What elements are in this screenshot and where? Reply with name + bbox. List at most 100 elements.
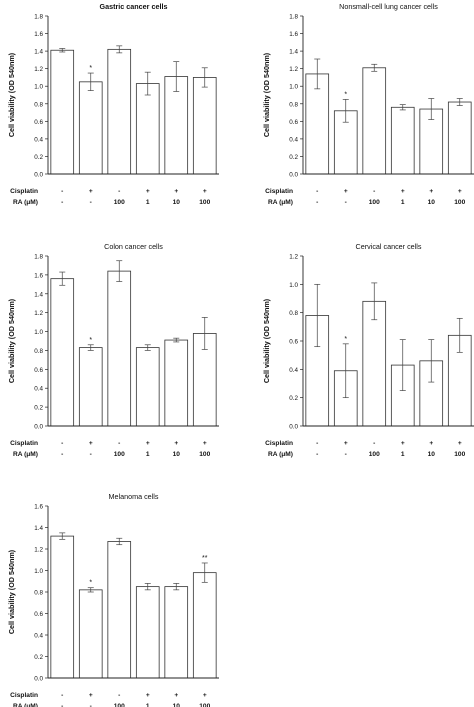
condition-value: 10 — [173, 703, 181, 707]
y-tick-label: 0.2 — [34, 405, 43, 412]
condition-value: 10 — [173, 451, 181, 458]
y-axis-label: Cell viability (OD 540nm) — [7, 52, 16, 137]
chart-title: Nonsmall-cell lung cancer cells — [339, 2, 438, 11]
y-tick-label: 0.6 — [34, 611, 43, 618]
y-tick-label: 1.2 — [34, 66, 43, 73]
bar — [135, 586, 160, 679]
condition-value: + — [458, 188, 462, 195]
chart-title: Gastric cancer cells — [100, 2, 168, 11]
condition-value: 1 — [146, 199, 150, 206]
condition-value: - — [316, 440, 318, 447]
condition-row-label: Cisplatin — [10, 440, 38, 447]
y-tick-label: 1.2 — [34, 547, 43, 554]
condition-value: + — [203, 188, 207, 195]
chart-panel-5: Melanoma cells Cell viability (OD 540nm) 0… — [7, 492, 219, 707]
condition-row-label: RA (μM) — [13, 451, 38, 458]
condition-value: - — [316, 199, 318, 206]
condition-value: 100 — [369, 199, 380, 206]
bar — [50, 535, 75, 679]
condition-value: + — [401, 188, 405, 195]
condition-row-label: RA (μM) — [268, 451, 293, 458]
condition-value: + — [89, 440, 93, 447]
condition-value: - — [118, 692, 120, 699]
condition-row-label: RA (μM) — [13, 199, 38, 206]
bar — [78, 347, 103, 427]
condition-value: 10 — [428, 451, 436, 458]
condition-value: 1 — [401, 451, 405, 458]
condition-value: 100 — [369, 451, 380, 458]
y-tick-label: 0.8 — [34, 348, 43, 355]
condition-value: 100 — [454, 199, 465, 206]
significance-marker: ** — [202, 555, 208, 562]
condition-value: + — [458, 440, 462, 447]
y-axis-label: Cell viability (OD 540nm) — [262, 298, 271, 383]
condition-value: - — [61, 188, 63, 195]
y-tick-label: 0.4 — [289, 136, 298, 143]
y-tick-label: 1.0 — [289, 282, 298, 289]
condition-value: - — [118, 440, 120, 447]
condition-value: 1 — [146, 451, 150, 458]
condition-value: - — [61, 440, 63, 447]
y-tick-label: 1.4 — [34, 525, 43, 532]
y-tick-label: 0.8 — [34, 590, 43, 597]
y-tick-label: 1.2 — [289, 66, 298, 73]
bar — [78, 81, 103, 175]
y-tick-label: 0.4 — [289, 367, 298, 374]
condition-value: + — [344, 188, 348, 195]
chart-title: Melanoma cells — [109, 492, 159, 501]
bar — [135, 83, 160, 175]
condition-value: + — [89, 188, 93, 195]
condition-value: 100 — [199, 199, 210, 206]
y-tick-label: 1.2 — [34, 310, 43, 317]
bar — [390, 106, 415, 175]
y-tick-label: 1.0 — [34, 84, 43, 91]
condition-value: - — [90, 199, 92, 206]
y-tick-label: 0.6 — [34, 367, 43, 374]
condition-row-label: Cisplatin — [265, 440, 293, 447]
condition-value: + — [174, 692, 178, 699]
condition-row-label: RA (μM) — [268, 199, 293, 206]
y-tick-label: 1.0 — [289, 84, 298, 91]
condition-value: 100 — [114, 451, 125, 458]
condition-value: + — [401, 440, 405, 447]
condition-value: - — [316, 451, 318, 458]
condition-value: - — [61, 692, 63, 699]
y-axis-label: Cell viability (OD 540nm) — [7, 549, 16, 634]
y-tick-label: 0.8 — [289, 101, 298, 108]
condition-value: - — [90, 451, 92, 458]
condition-value: 1 — [146, 703, 150, 707]
y-tick-label: 0.0 — [34, 424, 43, 431]
y-tick-label: 1.6 — [289, 31, 298, 38]
condition-value: 100 — [114, 199, 125, 206]
y-tick-label: 0.0 — [34, 172, 43, 179]
y-tick-label: 0.0 — [289, 424, 298, 431]
bar — [107, 541, 132, 679]
y-tick-label: 0.4 — [34, 386, 43, 393]
condition-value: - — [61, 199, 63, 206]
chart-panel-3: Colon cancer cells Cell viability (OD 540… — [7, 242, 219, 458]
y-axis-label: Cell viability (OD 540nm) — [262, 52, 271, 137]
significance-marker: * — [344, 91, 347, 98]
condition-value: + — [89, 692, 93, 699]
condition-value: - — [345, 451, 347, 458]
y-tick-label: 0.0 — [34, 676, 43, 683]
condition-value: - — [373, 188, 375, 195]
y-tick-label: 1.4 — [34, 291, 43, 298]
y-tick-label: 0.6 — [289, 119, 298, 126]
bar — [362, 67, 387, 175]
condition-value: 10 — [173, 199, 181, 206]
y-tick-label: 1.6 — [34, 504, 43, 511]
y-axis-label: Cell viability (OD 540nm) — [7, 298, 16, 383]
y-tick-label: 1.4 — [34, 49, 43, 56]
bar — [50, 49, 75, 175]
condition-value: - — [61, 703, 63, 707]
y-tick-label: 0.6 — [289, 339, 298, 346]
chart-panel-1: Gastric cancer cells Cell viability (OD 5… — [7, 2, 219, 206]
bar — [447, 101, 472, 175]
y-tick-label: 0.8 — [289, 310, 298, 317]
y-tick-label: 0.0 — [289, 172, 298, 179]
condition-value: - — [61, 451, 63, 458]
y-tick-label: 1.6 — [34, 272, 43, 279]
y-tick-label: 0.8 — [34, 101, 43, 108]
